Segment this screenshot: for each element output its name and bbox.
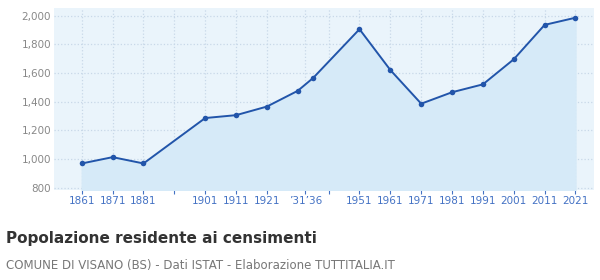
Point xyxy=(571,15,580,20)
Point xyxy=(509,57,518,62)
Point xyxy=(262,104,272,109)
Point xyxy=(355,27,364,31)
Point xyxy=(478,82,488,87)
Point xyxy=(386,68,395,72)
Point xyxy=(293,88,302,93)
Point xyxy=(77,161,86,166)
Point xyxy=(139,161,148,166)
Point xyxy=(200,116,210,120)
Point xyxy=(231,113,241,117)
Text: COMUNE DI VISANO (BS) - Dati ISTAT - Elaborazione TUTTITALIA.IT: COMUNE DI VISANO (BS) - Dati ISTAT - Ela… xyxy=(6,259,395,272)
Point xyxy=(108,155,118,159)
Point xyxy=(540,23,550,27)
Text: Popolazione residente ai censimenti: Popolazione residente ai censimenti xyxy=(6,231,317,246)
Point xyxy=(447,90,457,94)
Point xyxy=(416,101,426,106)
Point xyxy=(308,76,318,80)
